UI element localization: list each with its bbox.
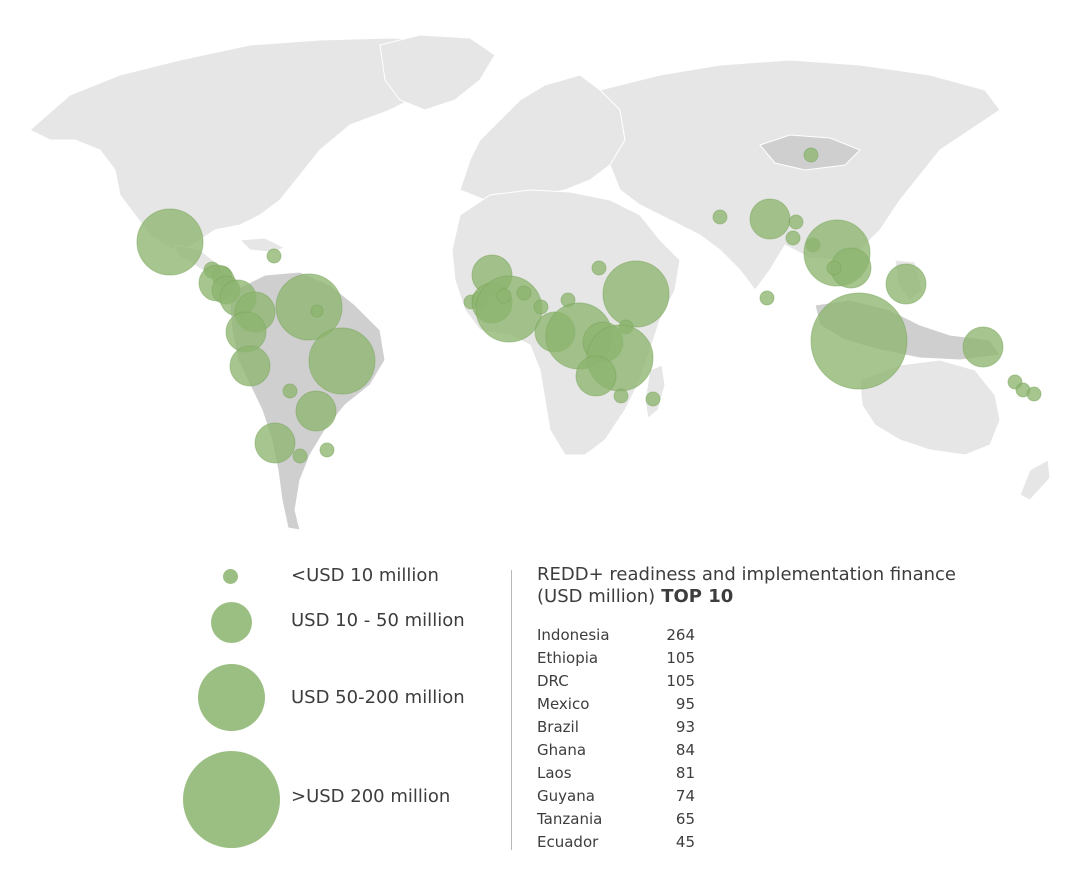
legend-circle-medium [211,602,252,643]
bubble-bangladesh [785,230,801,246]
bubble-nigeria [516,285,532,301]
value-cell: 105 [666,672,695,690]
bubble-togo [496,288,512,304]
top10-title-line2: (USD million) [537,586,656,607]
legend-circle-xlarge [183,751,280,848]
value-cell: 95 [675,695,695,713]
bubble-layer [136,147,1042,464]
country-cell: Guyana [537,787,595,805]
value-cell: 81 [675,764,695,782]
bubble-uruguay [319,442,335,458]
new-zealand-land [1019,459,1051,501]
greenland-land [379,34,496,111]
world-map [29,34,1051,531]
table-row: Tanzania 65 [537,808,695,831]
bubble-sudan [591,260,607,276]
legend-circle-large [198,664,265,731]
country-cell: Laos [537,764,572,782]
bubble-pakistan [712,209,728,225]
bubble-suriname [310,304,324,318]
value-cell: 74 [675,787,695,805]
bubble-madagascar [645,391,661,407]
country-cell: Ghana [537,741,587,759]
bubble-nepal [749,198,791,240]
bubble-png [962,326,1004,368]
bubble-indonesia [810,292,908,390]
value-cell: 65 [675,810,695,828]
top10-panel: REDD+ readiness and implementation finan… [537,564,1037,854]
bubble-philippines [885,263,927,305]
bubble-ethiopia [602,260,670,328]
panel-divider [511,570,512,850]
country-cell: DRC [537,672,569,690]
bubble-bhutan [788,214,804,230]
bubble-guyana [275,273,343,341]
top10-title-strong: TOP 10 [661,586,734,607]
bubble-fiji [1026,386,1042,402]
bubble-bolivia-small [282,383,298,399]
bubble-mongolia [803,147,819,163]
value-cell: 105 [666,649,695,667]
country-cell: Ethiopia [537,649,599,667]
value-cell: 264 [666,626,695,644]
value-cell: 84 [675,741,695,759]
bubble-argentina-small [292,448,308,464]
bubble-cameroon [533,299,549,315]
country-cell: Mexico [537,695,590,713]
country-cell: Brazil [537,718,579,736]
bubble-zambia [575,355,617,397]
table-row: Guyana 74 [537,785,695,808]
table-row: Brazil 93 [537,716,695,739]
bubble-ghana [475,275,543,343]
bubble-cambodia [826,260,842,276]
value-cell: 93 [675,718,695,736]
legend-label-small: <USD 10 million [291,565,439,586]
top10-title-line1: REDD+ readiness and implementation finan… [537,564,956,585]
bubble-sri-lanka [759,290,775,306]
australia-land [859,359,1001,456]
legend-item-small: <USD 10 million [170,555,500,599]
table-row: Ghana 84 [537,739,695,762]
bubble-mozambique-small [613,388,629,404]
country-cell: Tanzania [537,810,603,828]
top10-title-line2-row: (USD million) TOP 10 [537,586,1037,608]
legend-label-medium: USD 10 - 50 million [291,610,465,631]
bubble-chile [254,422,296,464]
legend-item-large: USD 50-200 million [170,663,500,735]
bubble-peru [229,345,271,387]
legend-label-large: USD 50-200 million [291,687,465,708]
north-america-land [29,37,471,251]
country-cell: Indonesia [537,626,610,644]
table-row: Ethiopia 105 [537,647,695,670]
europe-land [459,74,626,201]
table-row: Indonesia 264 [537,624,695,647]
bubble-paraguay [295,390,337,432]
size-legend: <USD 10 million USD 10 - 50 million USD … [170,555,500,865]
legend-label-xlarge: >USD 200 million [291,786,451,807]
table-row: Laos 81 [537,762,695,785]
bubble-brazil [308,327,376,395]
table-row: DRC 105 [537,670,695,693]
bubble-caribbean [266,248,282,264]
top10-table: Indonesia 264 Ethiopia 105 DRC 105 Mexico 95… [537,624,695,854]
legend-item-xlarge: >USD 200 million [170,751,500,851]
table-row: Ecuador 45 [537,831,695,854]
legend-circle-small [223,569,238,584]
value-cell: 45 [675,833,695,851]
table-row: Mexico 95 [537,693,695,716]
legend-item-medium: USD 10 - 50 million [170,600,500,650]
country-cell: Ecuador [537,833,599,851]
bubble-mexico [136,208,204,276]
